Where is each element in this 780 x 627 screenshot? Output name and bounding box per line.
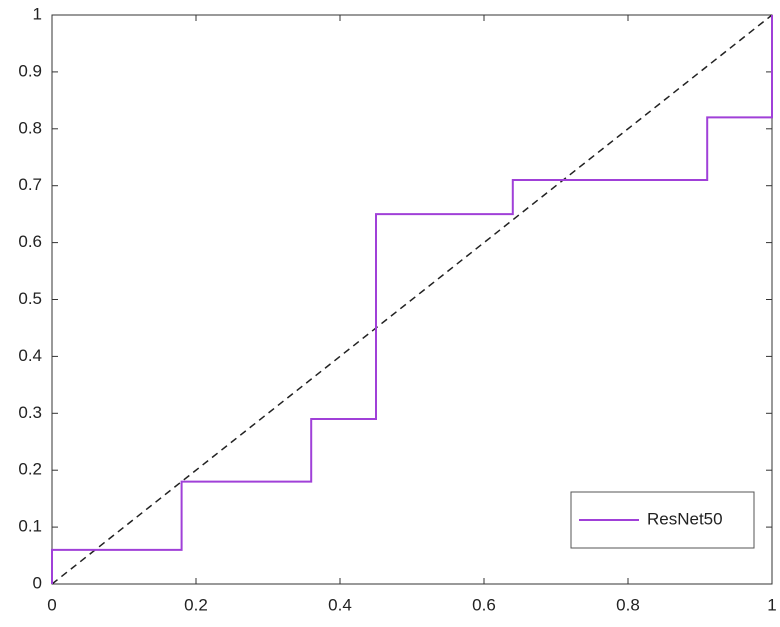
x-tick-label: 0.8 xyxy=(616,595,640,614)
y-tick-label: 0.7 xyxy=(18,175,42,194)
reference-line xyxy=(51,14,773,585)
y-tick-label: 0.5 xyxy=(18,289,42,308)
legend-label: ResNet50 xyxy=(647,509,723,528)
y-tick-label: 0.2 xyxy=(18,460,42,479)
y-tick-label: 0.4 xyxy=(18,346,42,365)
y-tick-label: 0.8 xyxy=(18,118,42,137)
x-tick-label: 1 xyxy=(767,595,776,614)
x-tick-label: 0.2 xyxy=(184,595,208,614)
x-tick-label: 0.4 xyxy=(328,595,352,614)
y-tick-label: 0.9 xyxy=(18,61,42,80)
y-tick-label: 0.3 xyxy=(18,403,42,422)
y-tick-label: 0.1 xyxy=(18,517,42,536)
x-tick-label: 0 xyxy=(47,595,56,614)
y-tick-label: 0 xyxy=(33,573,42,592)
y-tick-label: 1 xyxy=(33,4,42,23)
x-tick-label: 0.6 xyxy=(472,595,496,614)
y-tick-label: 0.6 xyxy=(18,232,42,251)
roc-line xyxy=(51,15,773,584)
